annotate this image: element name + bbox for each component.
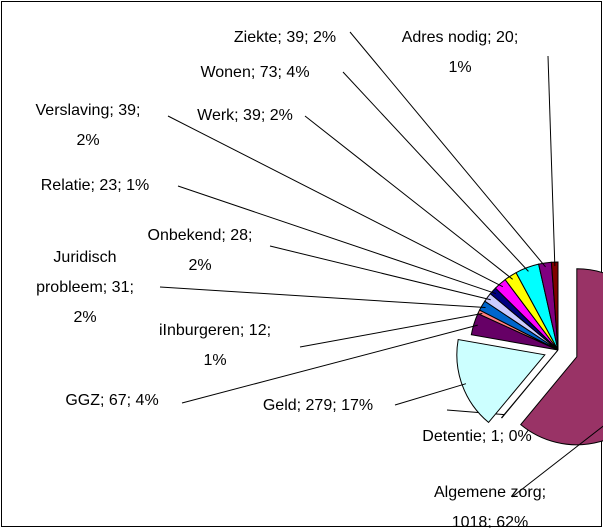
- data-label: Relatie; 23; 1%: [41, 177, 150, 194]
- data-label: GGZ; 67; 4%: [65, 392, 158, 409]
- leader-line: [304, 115, 513, 280]
- leader-line: [349, 31, 546, 268]
- data-label: Onbekend; 28;: [148, 227, 253, 244]
- data-label: probleem; 31;: [36, 279, 134, 296]
- data-label: Algemene zorg;: [434, 484, 546, 501]
- data-label: 1%: [203, 352, 226, 369]
- data-label: Wonen; 73; 4%: [200, 64, 309, 81]
- data-label: Verslaving; 39;: [36, 102, 141, 119]
- pie-slice: [520, 268, 603, 446]
- leader-line: [159, 286, 486, 309]
- leader-line: [299, 313, 483, 348]
- leader-line: [547, 55, 556, 267]
- pie-slice: [500, 349, 559, 419]
- leader-line: [269, 245, 491, 301]
- data-label: Werk; 39; 2%: [197, 107, 293, 124]
- data-label: Ziekte; 39; 2%: [234, 29, 336, 46]
- leader-line: [177, 185, 496, 295]
- leader-line: [394, 383, 467, 406]
- data-label: 2%: [76, 132, 99, 149]
- data-label: Adres nodig; 20;: [402, 29, 519, 46]
- leader-line: [511, 425, 603, 498]
- data-label: Detentie; 1; 0%: [422, 428, 531, 445]
- data-label: 1018; 62%: [452, 514, 529, 528]
- data-label: Geld; 279; 17%: [263, 397, 373, 414]
- leader-line: [342, 71, 529, 272]
- leader-line: [181, 324, 478, 404]
- data-label: 2%: [73, 309, 96, 326]
- data-label: iInburgeren; 12;: [159, 322, 271, 339]
- leader-line: [167, 115, 504, 288]
- data-label: Juridisch: [53, 249, 116, 266]
- data-label: 2%: [188, 257, 211, 274]
- data-label: 1%: [448, 59, 471, 76]
